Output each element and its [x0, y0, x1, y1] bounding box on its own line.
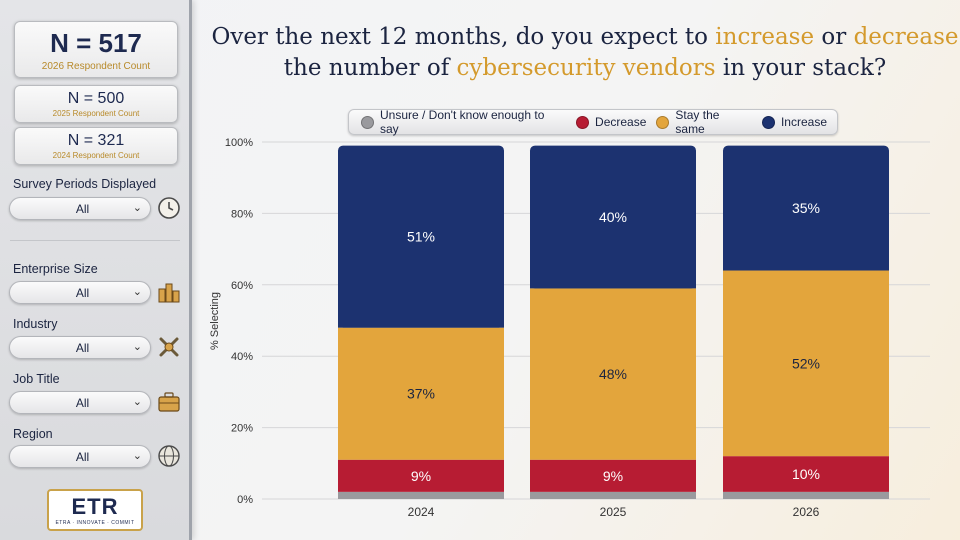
dropdown-value: All	[75, 341, 90, 355]
title-text: Over the next 12 months, do you expect t…	[211, 24, 716, 50]
x-tick-label: 2025	[600, 505, 627, 519]
title-text: in your stack?	[715, 55, 887, 81]
bar-segment-unsure	[338, 491, 504, 499]
y-tick-label: 60%	[231, 280, 253, 292]
respondent-count-label: 2024 Respondent Count	[52, 151, 140, 160]
bar-segment-unsure	[723, 491, 889, 499]
globe-icon	[158, 445, 180, 467]
data-label: 48%	[599, 366, 627, 382]
respondent-count-value: N = 500	[67, 90, 125, 107]
chevron-down-icon: ⌄	[132, 286, 142, 298]
title-text: or	[814, 24, 854, 50]
data-label: 9%	[603, 468, 623, 484]
y-tick-label: 100%	[225, 137, 253, 149]
title-text: the number of	[283, 55, 457, 81]
clock-icon	[158, 197, 180, 219]
y-axis-label: % Selecting	[209, 292, 221, 350]
industry-dropdown[interactable]: All ⌄	[9, 336, 151, 359]
bar-segment-increase	[530, 145, 696, 289]
respondent-count-2024: N = 321 2024 Respondent Count	[14, 127, 178, 165]
legend-item-unsure[interactable]: Unsure / Don't know enough to say	[361, 108, 566, 136]
bar-segment-increase	[338, 145, 504, 328]
data-label: 52%	[792, 355, 820, 371]
dropdown-value: All	[75, 286, 90, 300]
chevron-down-icon: ⌄	[132, 396, 142, 408]
bar-segment-decrease	[530, 459, 696, 492]
legend-swatch-unsure	[361, 115, 374, 129]
y-tick-label: 80%	[231, 208, 253, 220]
data-label: 40%	[599, 209, 627, 225]
respondent-count-label: 2025 Respondent Count	[52, 109, 140, 118]
legend-swatch-increase	[761, 115, 775, 129]
data-label: 10%	[792, 466, 820, 482]
legend-label: Decrease	[595, 115, 647, 129]
filter-sidebar: N = 517 2026 Respondent Count N = 500 20…	[0, 0, 192, 540]
y-tick-label: 40%	[231, 351, 253, 363]
bar-segment-increase	[338, 319, 504, 328]
survey-periods-label: Survey Periods Displayed	[13, 177, 157, 191]
dropdown-value: All	[75, 202, 90, 216]
tools-icon	[159, 337, 179, 357]
y-tick-label: 20%	[231, 423, 253, 435]
chart-legend: Unsure / Don't know enough to say Decrea…	[348, 108, 838, 136]
legend-swatch-stay	[656, 115, 670, 129]
briefcase-icon	[158, 392, 180, 412]
legend-item-increase[interactable]: Increase	[761, 115, 827, 129]
legend-label: Increase	[780, 115, 827, 129]
bar-segment-stay	[723, 270, 889, 457]
legend-label: Stay the same	[675, 108, 720, 136]
respondent-count-2026: N = 517 2026 Respondent Count	[14, 21, 178, 78]
data-label: 37%	[407, 386, 435, 402]
title-highlight-decrease: decrease	[853, 24, 959, 50]
legend-item-stay[interactable]: Stay the same	[656, 108, 752, 136]
etr-logo: ETR ETRA · INNOVATE · COMMIT	[47, 489, 143, 531]
data-label: 35%	[792, 200, 820, 216]
bar-segment-increase	[723, 145, 889, 271]
industry-label: Industry	[13, 317, 58, 331]
chart-title: Over the next 12 months, do you expect t…	[205, 22, 960, 84]
sidebar-divider	[10, 240, 180, 241]
job-title-label: Job Title	[13, 372, 60, 386]
legend-item-decrease[interactable]: Decrease	[576, 115, 646, 129]
bar-segment-increase	[530, 280, 696, 289]
buildings-icon	[158, 283, 180, 303]
data-label: 51%	[407, 229, 435, 245]
title-highlight-increase: increase	[715, 24, 815, 50]
dropdown-value: All	[75, 396, 90, 410]
bar-segment-decrease	[723, 456, 889, 492]
chevron-down-icon: ⌄	[132, 202, 142, 214]
respondent-count-label: 2026 Respondent Count	[41, 61, 151, 72]
region-dropdown[interactable]: All ⌄	[9, 445, 151, 468]
logo-mark: ETR	[71, 494, 119, 519]
respondent-count-2025: N = 500 2025 Respondent Count	[14, 85, 178, 123]
region-label: Region	[13, 427, 53, 441]
x-tick-label: 2024	[408, 505, 435, 519]
bar-segment-unsure	[530, 491, 696, 499]
y-tick-label: 0%	[237, 494, 253, 506]
legend-label: Unsure / Don't know enough to say	[379, 108, 545, 136]
title-highlight-vendors: cybersecurity vendors	[456, 55, 716, 81]
job-title-dropdown[interactable]: All ⌄	[9, 391, 151, 414]
bar-segment-decrease	[338, 459, 504, 492]
enterprise-size-dropdown[interactable]: All ⌄	[9, 281, 151, 304]
dropdown-value: All	[75, 450, 90, 464]
respondent-count-value: N = 321	[67, 132, 125, 149]
logo-tagline: ETRA · INNOVATE · COMMIT	[55, 520, 135, 526]
chevron-down-icon: ⌄	[132, 341, 142, 353]
data-label: 9%	[411, 468, 431, 484]
respondent-count-value: N = 517	[50, 28, 142, 58]
chevron-down-icon: ⌄	[132, 450, 142, 462]
bar-segment-stay	[338, 327, 504, 460]
x-tick-label: 2026	[793, 505, 820, 519]
survey-periods-dropdown[interactable]: All ⌄	[9, 197, 151, 220]
legend-swatch-decrease	[576, 115, 590, 129]
bar-segment-increase	[723, 262, 889, 271]
bar-segment-stay	[530, 288, 696, 460]
enterprise-size-label: Enterprise Size	[13, 262, 98, 276]
